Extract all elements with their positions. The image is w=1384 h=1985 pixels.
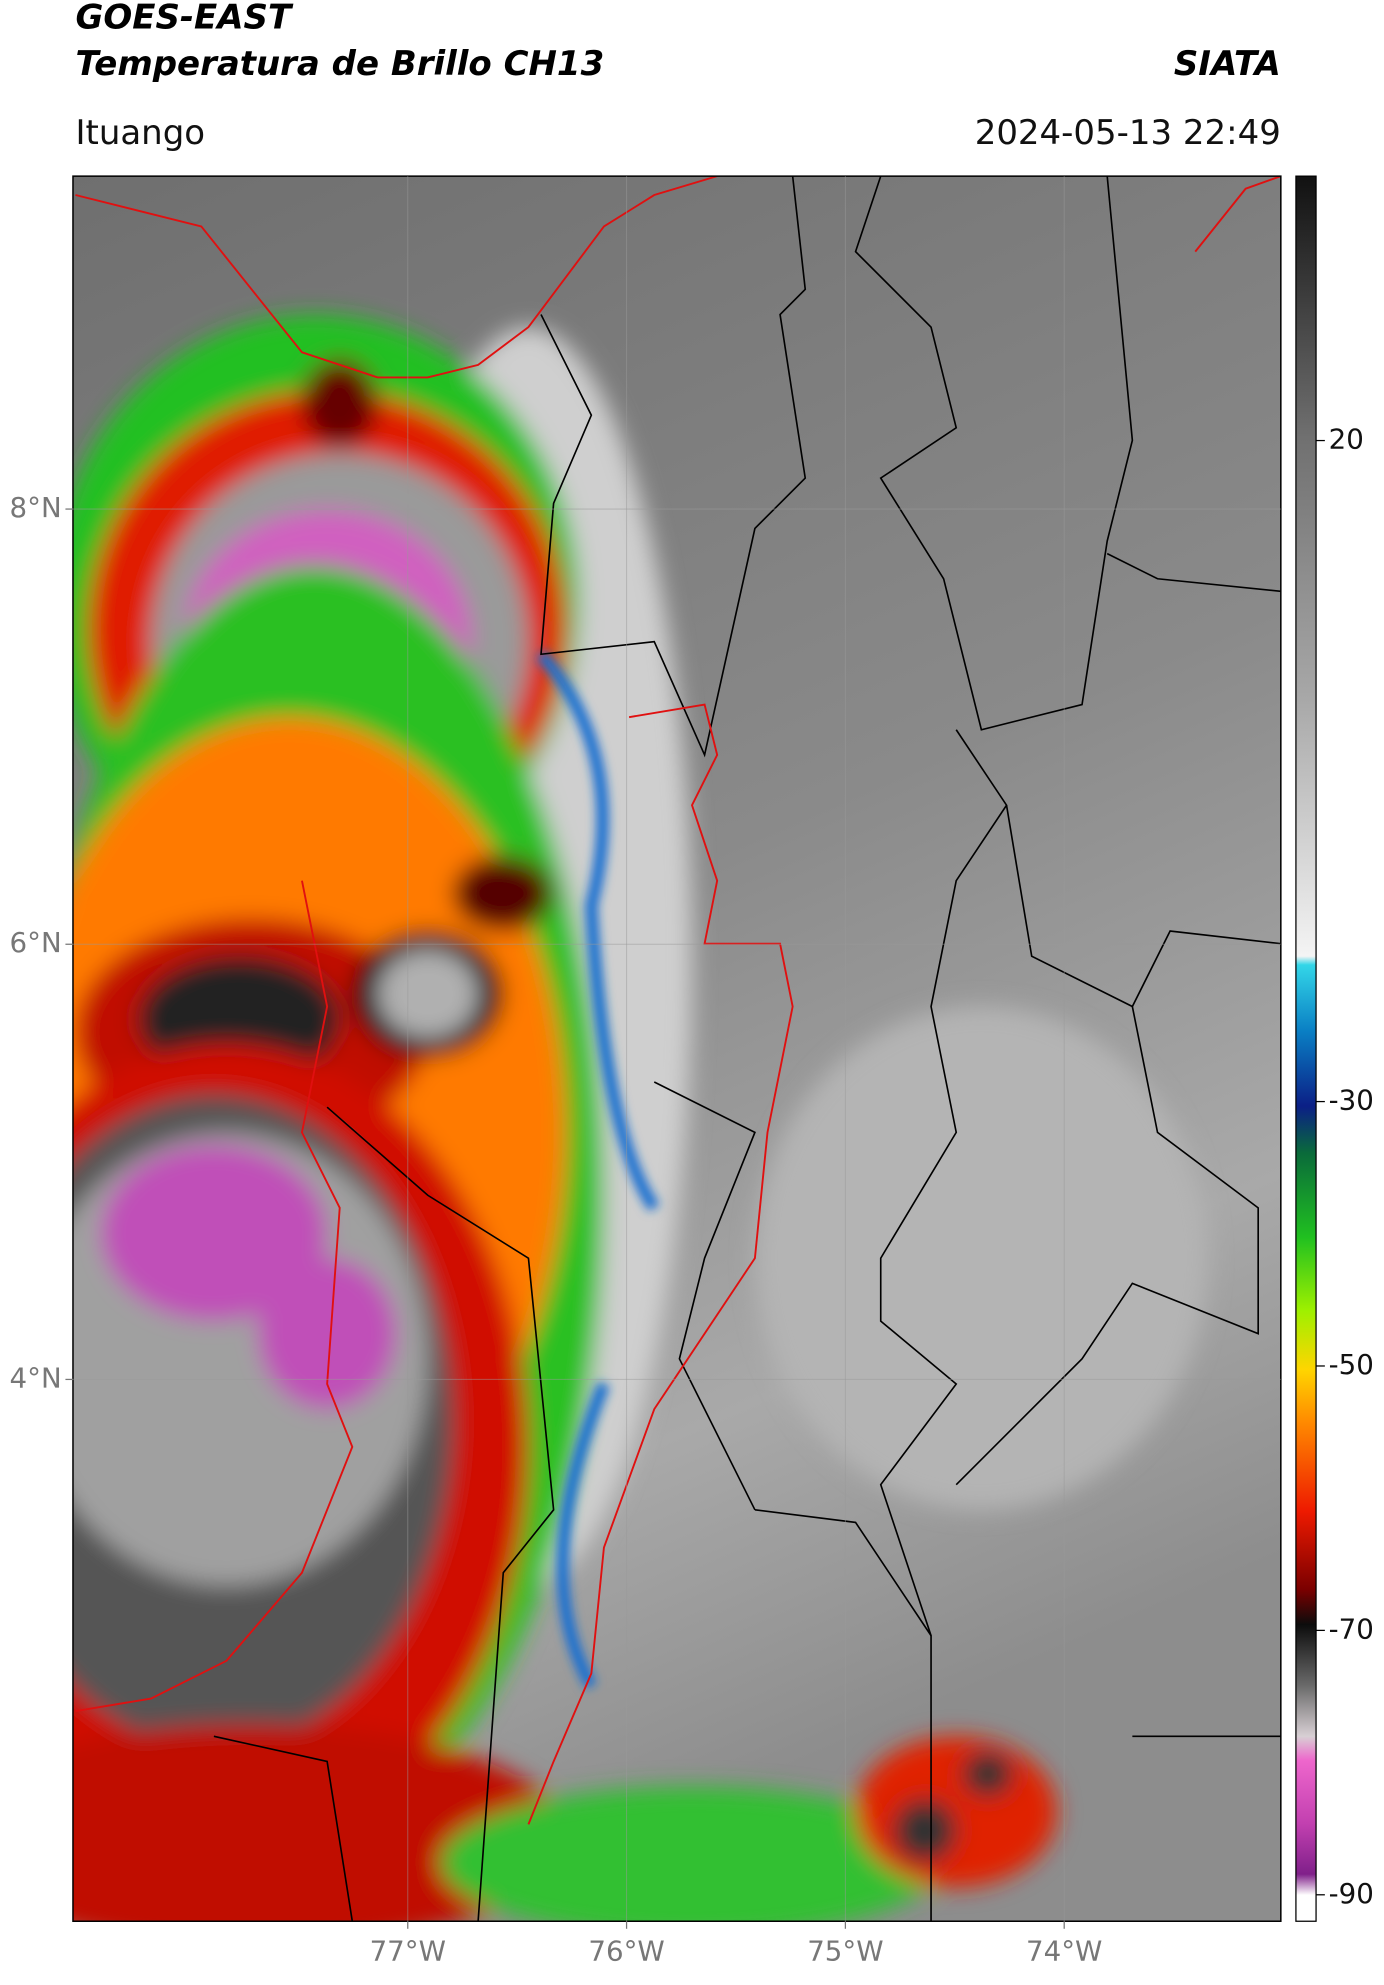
colorbar-tick-label: -30 xyxy=(1329,1084,1374,1117)
colorbar-tick-label: 20 xyxy=(1329,423,1364,456)
brand: SIATA xyxy=(1174,44,1281,84)
x-tick-label: 77°W xyxy=(370,1935,446,1968)
colorbar-tick-label: -90 xyxy=(1329,1877,1374,1910)
datetime: 2024-05-13 22:49 xyxy=(975,113,1281,153)
x-tick-label: 74°W xyxy=(1026,1935,1102,1968)
colorbar xyxy=(1295,175,1317,1922)
subtitle: Temperatura de Brillo CH13 xyxy=(75,44,604,84)
colorbar-tick-label: -50 xyxy=(1329,1348,1374,1381)
y-tick-label: 4°N xyxy=(10,1361,62,1394)
y-tick-label: 8°N xyxy=(10,491,62,524)
map-frame xyxy=(72,175,1282,1922)
location: Ituango xyxy=(75,113,205,153)
colorbar-tick-label: -70 xyxy=(1329,1612,1374,1645)
title: GOES-EAST xyxy=(75,0,293,37)
satellite-image xyxy=(72,176,1281,1922)
x-tick-label: 76°W xyxy=(588,1935,664,1968)
x-tick-label: 75°W xyxy=(807,1935,883,1968)
y-tick-label: 6°N xyxy=(10,926,62,959)
